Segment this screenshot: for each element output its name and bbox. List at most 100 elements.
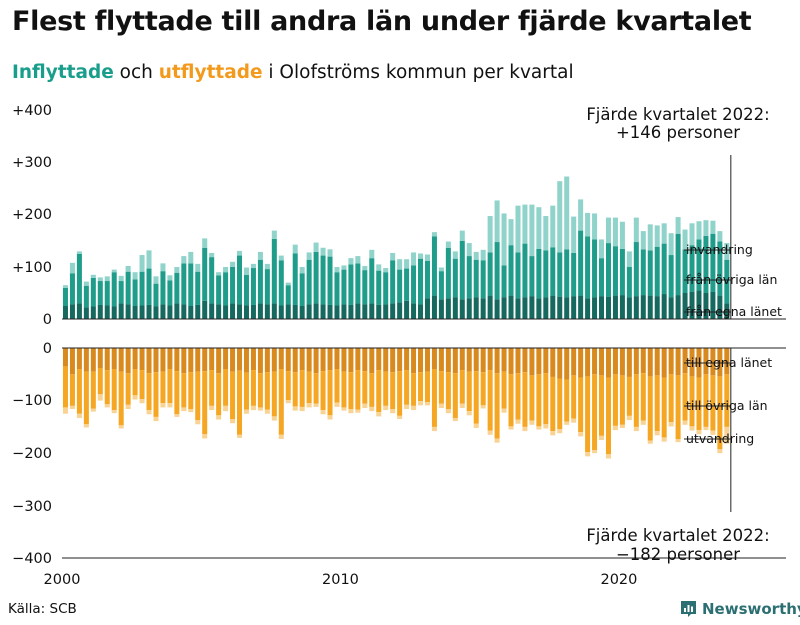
in-bar-2-63	[501, 213, 507, 266]
chart-subtitle: Inflyttade och utflyttade i Olofströms k…	[12, 62, 574, 83]
out-bar-1-8	[118, 371, 124, 426]
source-note: Källa: SCB	[8, 601, 77, 617]
in-bar-2-40	[341, 265, 347, 270]
in-bar-1-25	[237, 255, 243, 305]
in-bar-1-0	[62, 287, 68, 306]
subtitle-utflyttade: utflyttade	[158, 62, 263, 83]
out-bar-0-5	[97, 348, 103, 368]
out-bar-1-68	[536, 374, 542, 427]
out-bar-1-26	[243, 372, 249, 410]
in-bar-1-89	[682, 249, 688, 293]
out-bar-2-65	[515, 419, 521, 424]
out-bar-2-41	[348, 409, 354, 414]
in-bar-0-11	[139, 305, 145, 319]
in-bar-1-87	[668, 255, 674, 298]
out-bar-1-57	[459, 370, 465, 404]
out-bar-2-42	[355, 409, 361, 413]
out-bar-0-14	[160, 348, 166, 372]
in-bar-0-34	[299, 306, 305, 319]
y-tick-label-6: −100	[12, 393, 52, 409]
y-tick-label-2: +200	[12, 207, 52, 223]
out-bar-0-62	[494, 348, 500, 374]
out-bar-0-52	[424, 348, 430, 372]
in-bar-0-23	[223, 305, 229, 319]
in-bar-2-55	[445, 241, 451, 248]
in-bar-0-32	[285, 304, 291, 319]
out-bar-1-80	[619, 375, 625, 425]
out-bar-2-7	[111, 410, 117, 414]
out-bar-0-82	[633, 348, 639, 375]
in-bar-2-73	[571, 216, 577, 253]
in-bar-0-67	[529, 296, 535, 319]
in-bar-2-92	[703, 220, 709, 236]
in-bar-1-70	[550, 247, 556, 296]
in-bar-1-19	[195, 271, 201, 305]
in-bar-1-10	[132, 279, 138, 306]
in-bar-1-82	[633, 242, 639, 297]
out-bar-1-92	[703, 374, 709, 427]
out-bar-1-22	[216, 373, 222, 416]
in-bar-2-3	[83, 281, 89, 286]
in-bar-2-57	[459, 230, 465, 241]
x-tick-label-0: 2000	[44, 572, 81, 588]
out-bar-2-75	[585, 452, 591, 457]
out-bar-2-39	[334, 402, 340, 407]
in-bar-2-43	[362, 265, 368, 271]
out-bar-0-25	[237, 348, 243, 371]
in-bar-2-85	[654, 225, 660, 247]
out-bar-0-77	[599, 348, 605, 376]
in-bar-2-61	[487, 216, 493, 253]
out-bar-2-69	[543, 424, 549, 429]
label-till-egna-lanet: till egna länet	[686, 355, 772, 370]
out-bar-1-95	[724, 374, 730, 427]
out-bar-1-5	[97, 367, 103, 395]
out-bar-2-36	[313, 403, 319, 407]
out-bar-0-18	[188, 348, 194, 373]
in-bar-2-7	[111, 269, 117, 273]
out-bar-2-1	[69, 405, 75, 410]
brand-logo[interactable]: Newsworthy	[680, 600, 800, 618]
out-bar-2-79	[612, 425, 618, 431]
in-bar-2-88	[675, 217, 681, 234]
out-bar-2-81	[626, 415, 632, 421]
in-bar-2-24	[230, 261, 236, 267]
in-bar-0-91	[696, 290, 702, 319]
out-bar-0-56	[452, 348, 458, 374]
in-bar-2-75	[585, 212, 591, 237]
out-bar-2-62	[494, 438, 500, 443]
in-bar-0-84	[647, 295, 653, 319]
in-bar-0-17	[181, 304, 187, 319]
out-bar-0-89	[682, 348, 688, 374]
in-bar-2-2	[76, 251, 82, 254]
in-bar-0-66	[522, 297, 528, 319]
in-bar-0-27	[250, 304, 256, 319]
in-bar-2-23	[223, 267, 229, 273]
out-bar-0-63	[501, 348, 507, 372]
in-bar-0-77	[599, 296, 605, 319]
out-bar-0-35	[306, 348, 312, 372]
in-bar-1-38	[327, 256, 333, 305]
out-bar-0-3	[83, 348, 89, 372]
out-bar-0-13	[153, 348, 159, 373]
in-bar-0-28	[257, 303, 263, 319]
in-bar-2-38	[327, 249, 333, 257]
out-bar-1-86	[661, 377, 667, 438]
out-bar-0-46	[383, 348, 389, 372]
out-bar-2-21	[209, 405, 215, 411]
in-bar-0-55	[445, 298, 451, 319]
out-bar-1-42	[355, 370, 361, 410]
out-bar-2-37	[320, 410, 326, 415]
out-bar-2-80	[619, 424, 625, 428]
out-bar-2-47	[390, 409, 396, 414]
in-bar-0-47	[390, 303, 396, 319]
in-bar-0-8	[118, 303, 124, 319]
out-bar-2-51	[418, 401, 424, 406]
in-bar-2-11	[139, 255, 145, 272]
out-bar-1-54	[438, 371, 444, 404]
out-bar-1-51	[418, 372, 424, 402]
in-bar-1-21	[209, 257, 215, 304]
out-bar-2-35	[306, 403, 312, 408]
out-bar-0-51	[418, 348, 424, 373]
in-bar-0-95	[724, 303, 730, 319]
out-bar-0-64	[508, 348, 514, 375]
